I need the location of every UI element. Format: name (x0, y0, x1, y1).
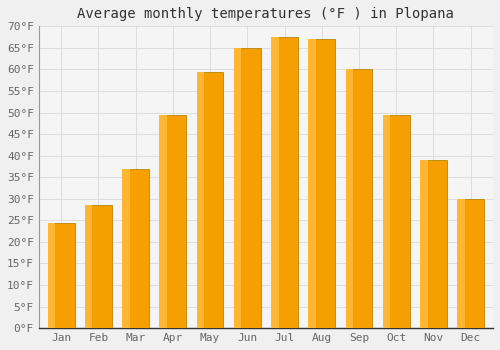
Bar (122, 169, 130, 328)
Bar (458, 199, 465, 328)
Bar (122, 169, 149, 328)
Bar (48, 223, 55, 328)
Title: Average monthly temperatures (°F ) in Plopana: Average monthly temperatures (°F ) in Pl… (78, 7, 454, 21)
Bar (48, 223, 74, 328)
Bar (85, 205, 92, 328)
Bar (308, 39, 316, 328)
Bar (308, 39, 335, 328)
Bar (383, 115, 390, 328)
Bar (271, 37, 278, 328)
Bar (196, 71, 224, 328)
Bar (458, 199, 484, 328)
Bar (420, 160, 428, 328)
Bar (383, 115, 409, 328)
Bar (420, 160, 447, 328)
Bar (234, 48, 241, 328)
Bar (346, 69, 372, 328)
Bar (346, 69, 353, 328)
Bar (271, 37, 298, 328)
Bar (196, 71, 204, 328)
Bar (234, 48, 260, 328)
Bar (85, 205, 112, 328)
Bar (160, 115, 186, 328)
Bar (160, 115, 167, 328)
